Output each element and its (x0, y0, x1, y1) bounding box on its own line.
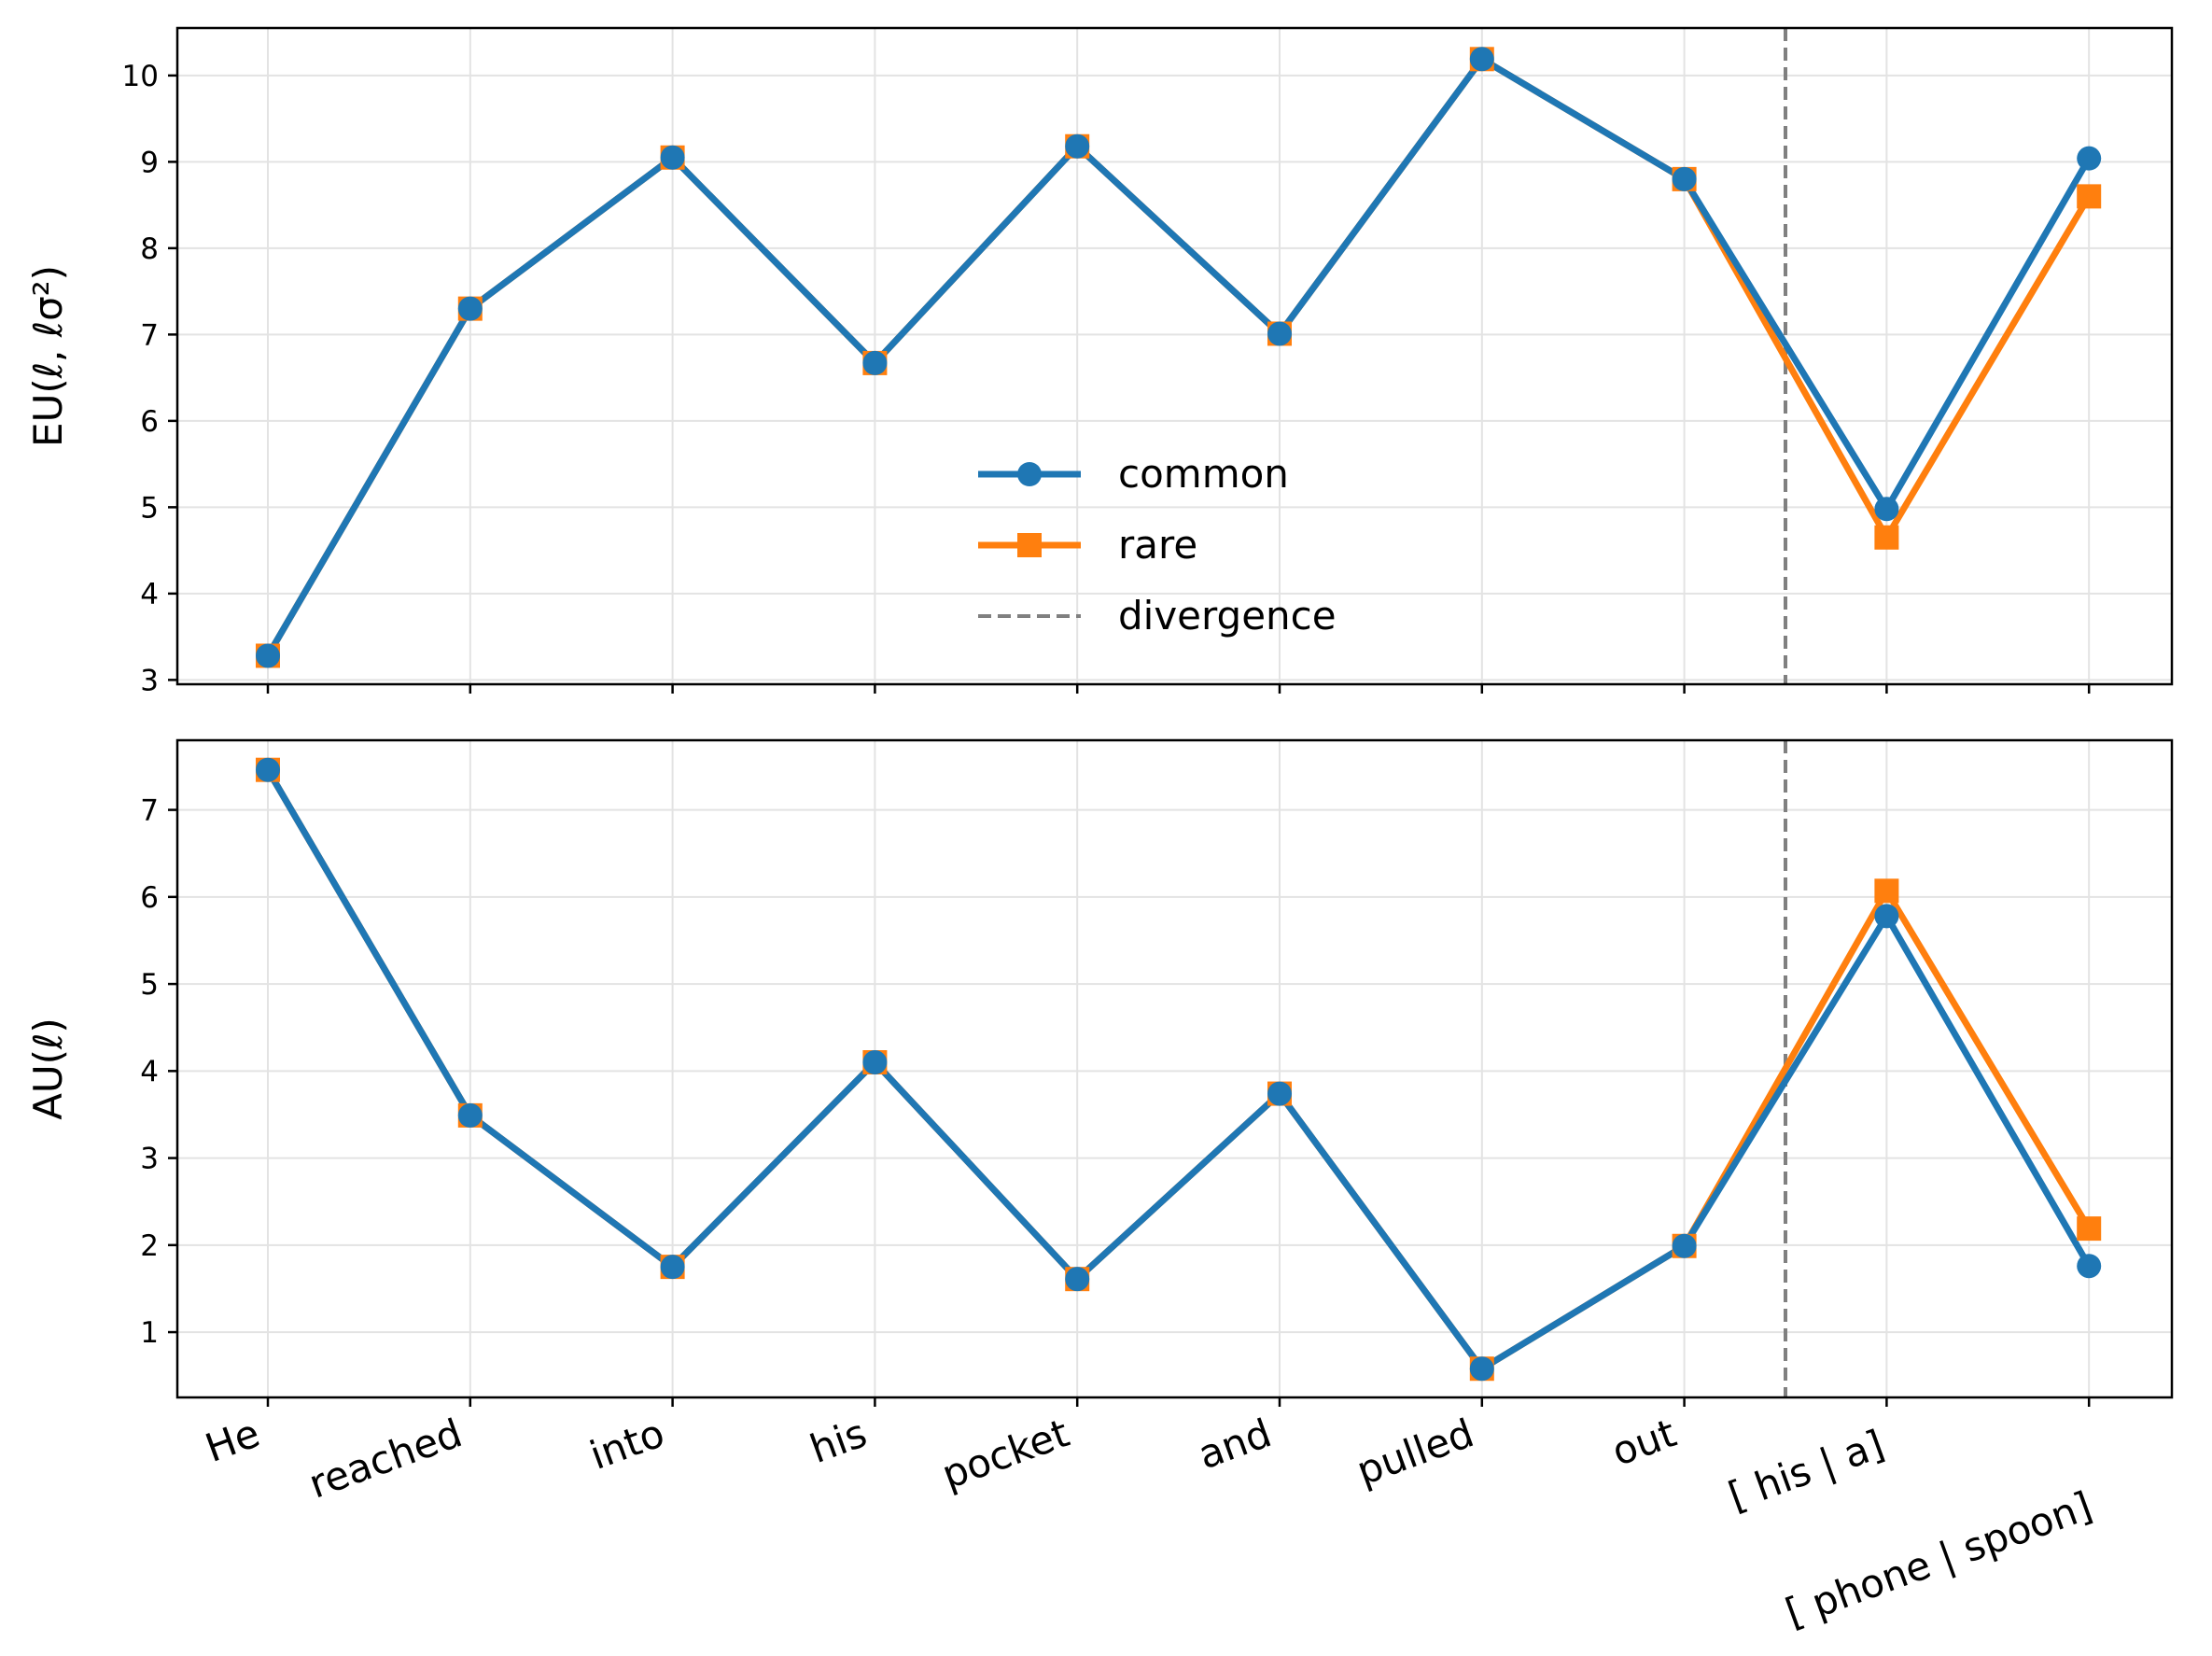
y-tick-label: 3 (140, 664, 159, 697)
x-tick-label: his (805, 1410, 873, 1472)
data-point-common (1267, 321, 1292, 346)
data-point-common (2077, 146, 2102, 171)
data-point-common (256, 643, 280, 668)
data-point-common (862, 1050, 888, 1075)
data-point-common (2077, 1254, 2102, 1279)
data-point-common (1672, 1233, 1697, 1258)
data-point-common (1469, 1356, 1494, 1382)
y-tick-label: 6 (140, 881, 159, 915)
y-tick-label: 4 (140, 1055, 159, 1088)
legend-label-rare: rare (1118, 522, 1197, 568)
legend-label-common: common (1118, 451, 1289, 497)
y-tick-label: 2 (140, 1229, 159, 1263)
x-tick-label: He (200, 1410, 266, 1471)
x-tick-label: [ phone | spoon] (1780, 1482, 2098, 1635)
chart-panel-au: 1 2 3 4 5 6 7 AU(ℓ) (25, 738, 2174, 1407)
data-point-common (1267, 1081, 1292, 1106)
series-line-common (264, 767, 2093, 1372)
y-tick-label: 5 (140, 968, 159, 1002)
chart-panel-eu: 3 4 5 6 7 8 9 10 EU(ℓ, ℓσ²) common rare divergence (25, 26, 2174, 697)
data-point-rare (1874, 525, 1899, 550)
data-point-common (1672, 166, 1697, 191)
y-tick-label: 7 (140, 794, 159, 828)
x-tick-label: into (584, 1410, 670, 1479)
data-point-common (1065, 133, 1090, 159)
data-point-rare (1874, 878, 1899, 904)
data-point-common (457, 1102, 483, 1128)
data-point-common (1874, 904, 1899, 929)
data-point-common (660, 1255, 685, 1280)
x-tick-label: [ his | a] (1723, 1421, 1890, 1519)
data-point-common (1469, 47, 1494, 72)
legend: common rare divergence (978, 451, 1337, 639)
legend-marker-common (1017, 462, 1042, 486)
x-tick-label: pocket (936, 1410, 1075, 1497)
data-point-common (660, 145, 685, 170)
legend-label-divergence: divergence (1118, 593, 1337, 639)
legend-marker-rare (1017, 533, 1042, 557)
plot-frame (175, 738, 2174, 1399)
data-point-rare (2077, 184, 2102, 209)
y-tick-label: 1 (140, 1316, 159, 1350)
plot-frame (175, 26, 2174, 686)
y-tick-label: 6 (140, 405, 159, 439)
data-point-common (1065, 1267, 1090, 1292)
y-axis-label: AU(ℓ) (25, 1017, 71, 1120)
y-tick-label: 8 (140, 232, 159, 266)
data-point-common (862, 350, 888, 375)
y-tick-label: 9 (140, 146, 159, 179)
y-axis-label: EU(ℓ, ℓσ²) (25, 265, 71, 447)
data-point-rare (2077, 1216, 2102, 1242)
y-tick-label: 7 (140, 318, 159, 352)
x-tick-label: reached (303, 1410, 469, 1507)
data-point-common (457, 296, 483, 321)
y-tick-label: 5 (140, 491, 159, 525)
x-tick-label: out (1606, 1410, 1682, 1475)
x-tick-label: and (1192, 1410, 1277, 1478)
y-tick-label: 3 (140, 1143, 159, 1176)
x-tick-label: pulled (1351, 1410, 1479, 1494)
series-line-common (264, 55, 2093, 658)
data-point-common (256, 757, 280, 782)
y-tick-label: 4 (140, 578, 159, 611)
y-tick-label: 10 (122, 60, 159, 93)
series-line-rare (264, 767, 2093, 1372)
data-point-common (1874, 497, 1899, 522)
